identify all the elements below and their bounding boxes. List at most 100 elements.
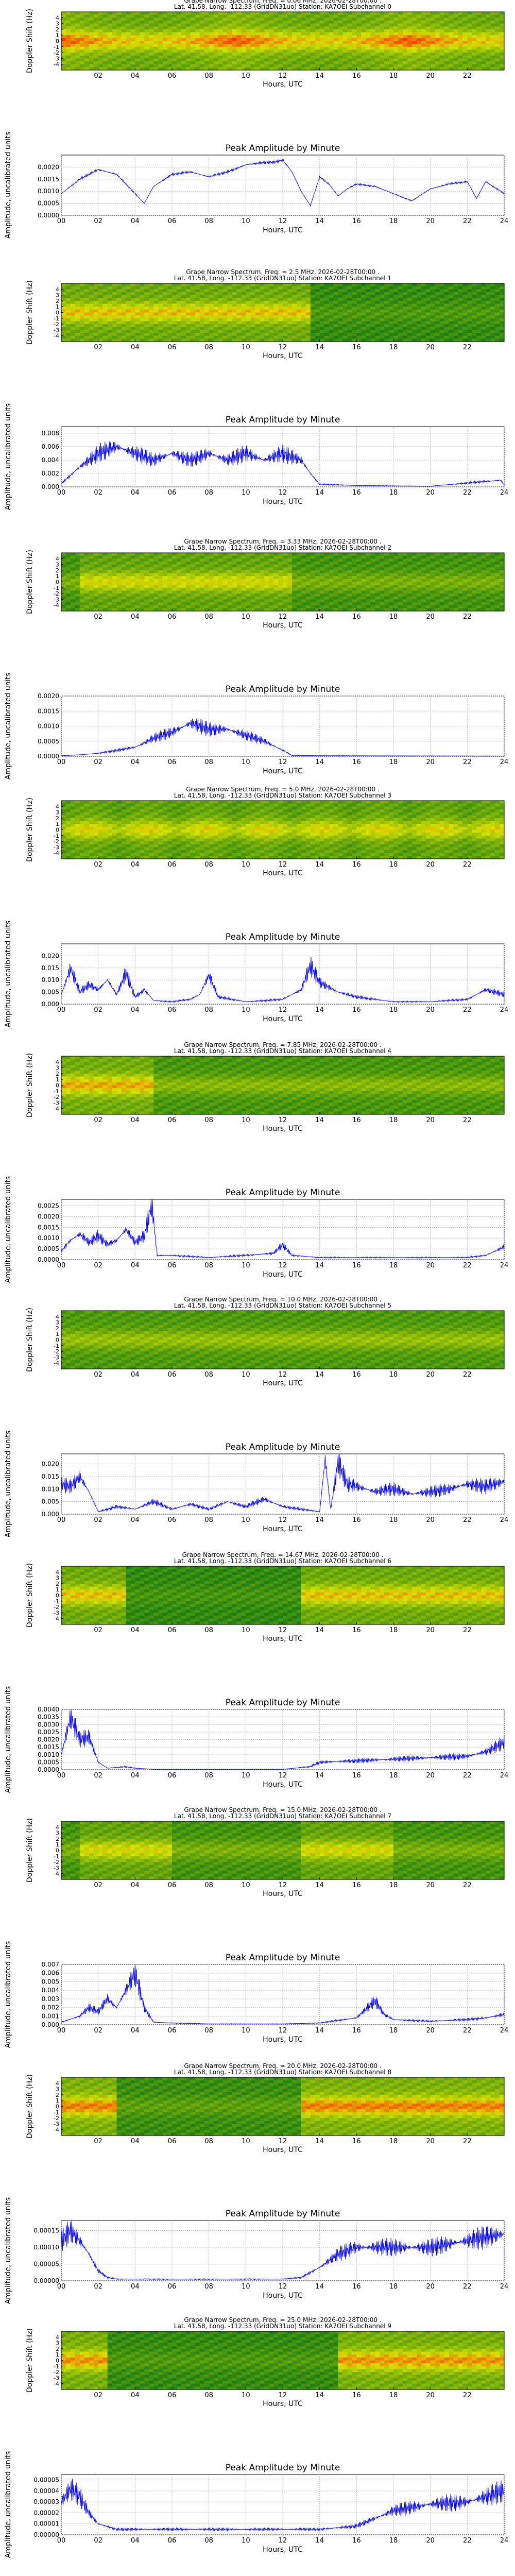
spectrogram-cell	[140, 327, 145, 330]
spectrogram-cell	[158, 14, 163, 18]
spectrogram-cell	[500, 315, 505, 319]
spectrogram-cell	[93, 312, 99, 316]
spectrogram-cell	[158, 307, 163, 310]
spectrogram-cell	[126, 298, 131, 301]
spectrogram-cell	[195, 53, 200, 56]
spectrogram-cell	[185, 46, 191, 50]
spectrogram-cell	[241, 32, 246, 36]
spectrogram-cell	[490, 32, 495, 36]
spectrogram-cell	[481, 58, 486, 62]
spectrogram-cell	[305, 307, 311, 310]
spectrogram-cell	[218, 330, 224, 333]
spectrogram-cell	[176, 20, 182, 24]
spectrogram-cell	[435, 335, 440, 339]
spectrogram-cell	[232, 307, 237, 310]
spectrogram-cell	[176, 286, 182, 290]
spectrogram-cell	[255, 330, 260, 333]
spectrogram-cell	[121, 18, 127, 21]
spectrogram-cell	[291, 330, 297, 333]
spectrogram-cell	[411, 309, 417, 313]
spectrogram-cell	[301, 67, 306, 71]
spectrogram-cell	[333, 283, 339, 287]
spectrogram-cell	[430, 44, 436, 47]
spectrogram-cell	[185, 312, 191, 316]
spectrogram-cell	[149, 599, 154, 603]
spectrogram-cell	[472, 29, 477, 33]
spectrogram-cell	[352, 289, 357, 293]
spectrogram-cell	[366, 335, 371, 339]
spectrogram-cell	[305, 338, 311, 342]
spectrogram-cell	[213, 605, 219, 608]
spectrogram-cell	[283, 298, 288, 301]
spectrogram-cell	[435, 298, 440, 301]
spectrogram-cell	[435, 23, 440, 27]
spectrogram-cell	[185, 295, 191, 298]
spectrogram-cell	[89, 599, 94, 603]
spectrogram-cell	[255, 561, 260, 565]
spectrogram-cell	[116, 41, 122, 44]
spectrogram-cell	[93, 14, 99, 18]
spectrogram-cell	[375, 321, 380, 325]
spectrogram-cell	[144, 58, 149, 62]
spectrogram-cell	[70, 590, 76, 594]
spectrogram-cell	[116, 608, 122, 612]
spectrogram-cell	[449, 14, 454, 18]
spectrogram-cell	[342, 321, 348, 325]
spectrogram-cell	[232, 338, 237, 342]
spectrogram-cell	[444, 289, 450, 293]
spectrogram-cell	[163, 335, 168, 339]
spectrogram-cell	[421, 321, 426, 325]
spectrogram-cell	[495, 303, 500, 307]
spectrogram-cell	[287, 295, 293, 298]
spectrogram-cell	[269, 44, 274, 47]
spectrogram-cell	[342, 286, 348, 290]
spectrogram-cell	[273, 602, 279, 606]
spectrogram-cell	[319, 35, 325, 39]
spectrogram-cell	[269, 582, 274, 585]
spectrogram-cell	[338, 303, 344, 307]
spectrogram-cell	[236, 295, 242, 298]
spectrogram-cell	[89, 53, 94, 56]
spectrogram-cell	[301, 321, 306, 325]
spectrogram-cell	[98, 14, 104, 18]
spectrogram-cell	[172, 321, 177, 325]
spectrogram-cell	[65, 321, 71, 325]
spectrogram-cell	[255, 338, 260, 342]
spectrogram-cell	[227, 29, 233, 33]
spectrogram-cell	[333, 53, 339, 56]
spectrogram-cell	[209, 605, 214, 608]
spectrogram-cell	[107, 307, 113, 310]
spectrogram-cell	[116, 29, 122, 33]
spectrogram-cell	[140, 567, 145, 571]
spectrogram-cell	[449, 324, 454, 328]
spectrogram-cell	[425, 289, 431, 293]
spectrogram-cell	[380, 292, 385, 296]
spectrogram-cell	[121, 599, 127, 603]
spectrogram-cell	[176, 576, 182, 580]
spectrogram-cell	[93, 41, 99, 44]
spectrogram-cell	[195, 599, 200, 603]
spectrogram-cell	[172, 283, 177, 287]
spectrogram-cell	[246, 53, 251, 56]
spectrogram-cell	[393, 23, 399, 27]
spectrogram-cell	[287, 23, 293, 27]
spectrogram-cell	[199, 53, 205, 56]
spectrogram-cell	[185, 594, 191, 597]
spectrogram-cell	[241, 44, 246, 47]
spectrogram-cell	[315, 307, 320, 310]
spectrogram-cell	[384, 318, 389, 322]
spectrogram-cell	[273, 289, 279, 293]
x-tick-label: 02	[94, 489, 102, 497]
spectrogram-cell	[255, 61, 260, 65]
spectrogram-cell	[250, 46, 255, 50]
spectrogram-cell	[112, 303, 117, 307]
spectrogram-cell	[273, 553, 279, 556]
spectrogram-cell	[333, 327, 339, 330]
spectrogram-cell	[209, 573, 214, 577]
spectrogram-cell	[389, 312, 394, 316]
spectrogram-cell	[411, 38, 417, 42]
spectrogram-cell	[84, 14, 90, 18]
y-tick-label: 0.0000	[38, 212, 59, 219]
spectrogram-cell	[79, 318, 85, 322]
spectrogram-cell	[361, 338, 366, 342]
